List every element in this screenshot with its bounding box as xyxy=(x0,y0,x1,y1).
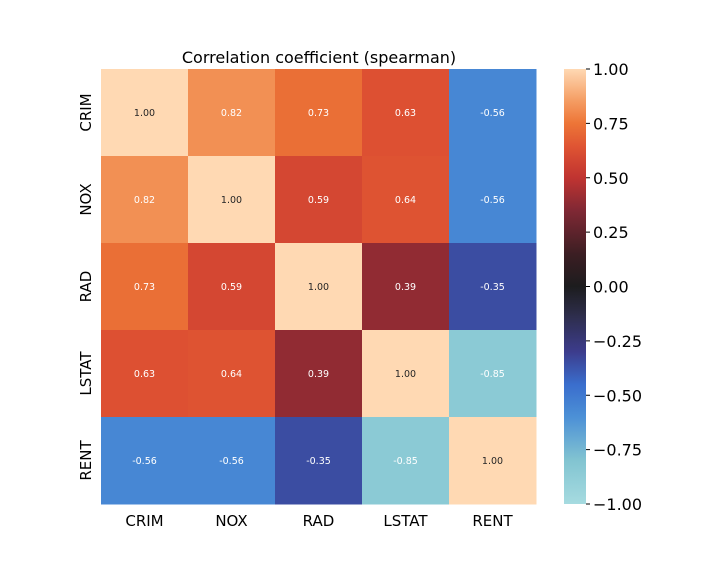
column-tick-label: CRIM xyxy=(125,512,163,530)
heatmap-cell-value: 0.39 xyxy=(308,369,329,380)
heatmap-cell xyxy=(449,330,537,418)
heatmap-cell-value: 1.00 xyxy=(395,369,416,380)
row-tick-label: RAD xyxy=(77,271,95,303)
colorbar-ticks: 1.00 0.75 0.50 0.25 0.00 −0.25 −0.50 −0.75 −1.00 xyxy=(586,60,642,514)
heatmap-cell-value: 0.63 xyxy=(134,369,155,380)
heatmap-cell xyxy=(275,69,363,157)
heatmap-cell-value: 0.82 xyxy=(221,108,242,119)
colorbar-tick-label: −0.75 xyxy=(593,441,642,460)
heatmap-cell xyxy=(362,243,450,331)
row-tick-label: CRIM xyxy=(77,93,95,131)
heatmap-cell-value: -0.35 xyxy=(306,456,331,467)
heatmap-cell-value: 0.59 xyxy=(221,282,242,293)
column-tick-labels: CRIM NOX RAD LSTAT RENT xyxy=(125,512,513,530)
heatmap-cell-value: -0.35 xyxy=(480,282,505,293)
heatmap-cell xyxy=(362,417,450,505)
heatmap-cell-value: 1.00 xyxy=(482,456,503,467)
heatmap-cell xyxy=(101,156,189,244)
heatmap-cell xyxy=(101,417,189,505)
heatmap-cell-value: -0.56 xyxy=(219,456,244,467)
colorbar-tick-label: 0.00 xyxy=(593,278,629,297)
heatmap-cell-value: -0.56 xyxy=(480,108,505,119)
heatmap-cell-value: 0.73 xyxy=(134,282,155,293)
heatmap-cell xyxy=(449,69,537,157)
colorbar-tick-label: −0.50 xyxy=(593,386,642,405)
heatmap-cell xyxy=(188,69,276,157)
heatmap-cell xyxy=(188,156,276,244)
heatmap-cell-value: 0.73 xyxy=(308,108,329,119)
chart-title: Correlation coefficient (spearman) xyxy=(182,48,456,67)
heatmap-cell-value: 0.64 xyxy=(395,195,416,206)
heatmap-cell-value: 1.00 xyxy=(308,282,329,293)
column-tick-label: NOX xyxy=(215,512,247,530)
colorbar-tick-label: 0.50 xyxy=(593,169,629,188)
heatmap-cell xyxy=(188,330,276,418)
heatmap-cell-value: -0.85 xyxy=(393,456,418,467)
heatmap-cell xyxy=(275,156,363,244)
heatmap-cells: 1.00 0.82 0.73 0.63 -0.56 0.82 1.00 0.59 0.64 -0.… xyxy=(101,69,537,505)
heatmap-cell xyxy=(101,243,189,331)
heatmap-cell xyxy=(101,69,189,157)
heatmap-cell-value: -0.56 xyxy=(480,195,505,206)
heatmap-cell xyxy=(188,417,276,505)
column-tick-label: LSTAT xyxy=(383,512,428,530)
heatmap-cell xyxy=(362,330,450,418)
heatmap-cell-value: 0.63 xyxy=(395,108,416,119)
heatmap-cell xyxy=(101,330,189,418)
heatmap-cell-value: 0.82 xyxy=(134,195,155,206)
heatmap-cell-value: 1.00 xyxy=(221,195,242,206)
colorbar xyxy=(564,69,586,504)
heatmap-cell-value: 0.64 xyxy=(221,369,242,380)
row-tick-label: LSTAT xyxy=(77,351,95,396)
colorbar-tick-label: −1.00 xyxy=(593,495,642,514)
column-tick-label: RENT xyxy=(472,512,513,530)
heatmap-cell xyxy=(275,417,363,505)
heatmap-cell-value: 1.00 xyxy=(134,108,155,119)
heatmap-cell xyxy=(188,243,276,331)
heatmap-cell-value: 0.39 xyxy=(395,282,416,293)
colorbar-tick-label: −0.25 xyxy=(593,332,642,351)
heatmap-cell xyxy=(449,417,537,505)
heatmap-cell xyxy=(449,156,537,244)
heatmap-cell xyxy=(449,243,537,331)
row-tick-labels: CRIM NOX RAD LSTAT RENT xyxy=(77,93,95,480)
heatmap-cell-value: 0.59 xyxy=(308,195,329,206)
heatmap-cell xyxy=(275,330,363,418)
row-tick-label: RENT xyxy=(77,440,95,481)
colorbar-tick-label: 0.75 xyxy=(593,114,629,133)
heatmap-cell xyxy=(362,69,450,157)
row-tick-label: NOX xyxy=(77,183,95,215)
colorbar-tick-label: 1.00 xyxy=(593,60,629,79)
heatmap-cell xyxy=(275,243,363,331)
heatmap-cell-value: -0.56 xyxy=(132,456,157,467)
column-tick-label: RAD xyxy=(303,512,335,530)
colorbar-tick-label: 0.25 xyxy=(593,223,629,242)
heatmap-cell xyxy=(362,156,450,244)
heatmap-cell-value: -0.85 xyxy=(480,369,505,380)
